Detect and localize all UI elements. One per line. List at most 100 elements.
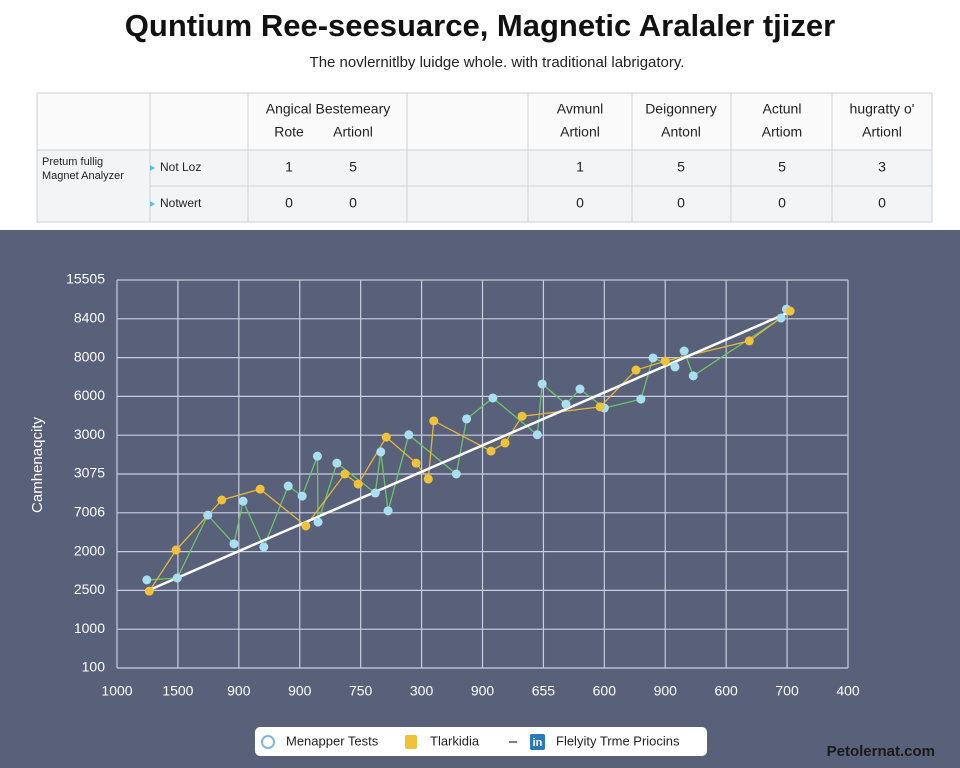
table-cell: 0 — [677, 195, 685, 211]
point — [500, 438, 510, 448]
x-tick-label: 900 — [471, 683, 495, 699]
table-row-label: Notwert — [160, 196, 202, 210]
x-tick-label: 700 — [775, 683, 799, 699]
point — [229, 539, 239, 549]
x-tick-label: 400 — [836, 683, 860, 699]
table-cell: 0 — [349, 195, 357, 211]
y-tick-label: 15505 — [66, 271, 105, 287]
table-row-group: Magnet Analyzer — [42, 170, 124, 182]
table-header: Artionl — [560, 124, 600, 140]
point — [575, 384, 585, 394]
point — [172, 573, 182, 583]
series-line — [148, 310, 791, 592]
legend-icon — [405, 735, 417, 749]
table-header: Actunl — [763, 101, 802, 117]
point — [142, 575, 152, 585]
point — [429, 416, 439, 426]
point — [171, 545, 181, 555]
point — [238, 496, 248, 506]
legend-icon — [261, 735, 275, 749]
point — [648, 353, 658, 363]
table-row-label: Not Loz — [160, 160, 201, 174]
point — [488, 393, 498, 403]
point — [283, 481, 293, 491]
point — [332, 458, 342, 468]
point — [411, 458, 421, 468]
watermark: Petolernat.com — [827, 743, 935, 760]
row-bullet — [150, 201, 155, 207]
x-tick-label: 900 — [654, 683, 678, 699]
point — [217, 495, 227, 505]
table: Angical Bestemeary Pretum fullig Magnet … — [36, 92, 933, 223]
row-bullet — [150, 165, 155, 171]
point — [561, 399, 571, 409]
point — [353, 479, 363, 489]
table-cell: 5 — [349, 159, 357, 175]
legend-label: Tlarkidia — [430, 733, 480, 748]
subtitle: The novlernitlby luidge whole. with trad… — [310, 54, 685, 71]
legend: Menapper Tests Tlarkidia in Flelyity Trme P… — [255, 727, 707, 756]
point — [744, 336, 754, 346]
point — [376, 447, 386, 457]
point — [301, 521, 311, 531]
point — [631, 365, 641, 375]
y-axis-label: Camhenaqcity — [29, 417, 46, 513]
table-header: Rote — [274, 124, 304, 140]
y-tick-label: 8000 — [74, 348, 105, 364]
point — [462, 414, 472, 424]
point — [537, 379, 547, 389]
point — [688, 371, 698, 381]
y-tick-label: 2000 — [74, 542, 105, 558]
x-tick-label: 600 — [714, 683, 738, 699]
table-header: Artionl — [333, 124, 373, 140]
x-tick-label: 655 — [532, 683, 556, 699]
x-tick-label: 1000 — [101, 683, 132, 699]
point — [313, 517, 323, 527]
point — [203, 510, 213, 520]
table-header-bg — [38, 94, 931, 150]
y-tick-label: 8400 — [74, 310, 105, 326]
point — [340, 469, 350, 479]
x-tick-label: 600 — [593, 683, 617, 699]
point — [670, 362, 680, 372]
legend-icon — [530, 734, 545, 750]
table-header: Deigonnery — [645, 101, 717, 117]
table-cell: 1 — [285, 159, 293, 175]
y-tick-label: 1000 — [74, 620, 105, 636]
point — [785, 306, 795, 316]
table-header: Antonl — [661, 124, 701, 140]
point — [679, 346, 689, 356]
y-tick-label: 100 — [82, 659, 106, 675]
table-cell: 0 — [878, 195, 886, 211]
table-header: Avmunl — [557, 101, 603, 117]
point — [532, 430, 542, 440]
point — [144, 586, 154, 596]
title: Quntium Ree-seesuarce, Magnetic Aralaler… — [125, 8, 835, 43]
table-header: Artiom — [762, 124, 802, 140]
point — [423, 474, 433, 484]
point — [451, 469, 461, 479]
table-header: Artionl — [862, 124, 902, 140]
point — [381, 432, 391, 442]
point — [486, 446, 496, 456]
y-tick-label: 3075 — [74, 465, 105, 481]
point — [259, 542, 269, 552]
point — [517, 411, 527, 421]
table-cell: 0 — [576, 195, 584, 211]
table-row-group: Pretum fullig — [42, 156, 103, 168]
x-tick-label: 750 — [349, 683, 373, 699]
y-tick-label: 2500 — [74, 581, 105, 597]
legend-label: Menapper Tests — [286, 733, 379, 748]
legend-label: Flelyity Trme Priocins — [556, 733, 680, 748]
point — [776, 313, 786, 323]
chart-background — [0, 230, 960, 768]
table-cell: 1 — [576, 159, 584, 175]
y-tick-label: 6000 — [74, 387, 105, 403]
legend-box — [255, 727, 707, 756]
table-cell: 5 — [677, 159, 685, 175]
point — [660, 356, 670, 366]
point — [297, 491, 307, 501]
point — [312, 451, 322, 461]
table-group-header: Angical Bestemeary — [266, 101, 391, 117]
